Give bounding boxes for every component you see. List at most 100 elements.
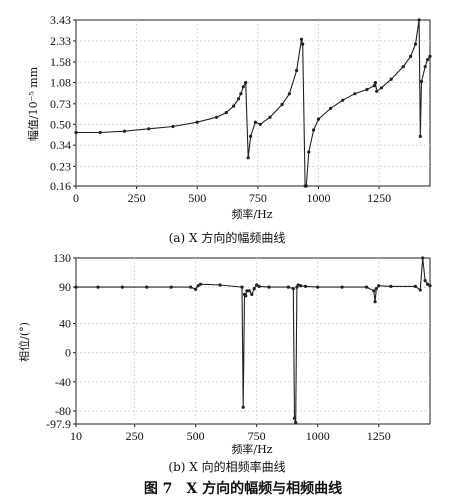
data-point-a	[409, 54, 413, 59]
data-point-b	[267, 285, 271, 289]
data-point-a	[365, 87, 369, 92]
data-point-b	[292, 416, 297, 420]
data-point-b	[120, 285, 124, 289]
data-point-b	[421, 256, 425, 260]
data-point-a	[171, 124, 175, 129]
data-point-a	[287, 92, 291, 96]
grid-a	[76, 20, 430, 186]
y-tick-label: 40	[59, 317, 71, 331]
data-point-b	[194, 287, 198, 291]
data-point-b	[316, 285, 320, 289]
data-point-a	[224, 111, 228, 115]
data-point-a	[295, 68, 299, 73]
data-point-b	[303, 284, 308, 288]
series-line-b	[76, 257, 431, 423]
data-point-b	[426, 282, 430, 286]
data-point-b	[240, 285, 244, 289]
amplitude-series	[74, 18, 432, 188]
x-tick-label: 0	[73, 191, 79, 205]
caption-b: (b) X 向的相频率曲线	[168, 459, 285, 474]
y-tick-label: -97.9	[46, 417, 71, 431]
data-point-b	[389, 284, 393, 288]
data-point-a	[413, 42, 418, 46]
data-point-b	[252, 287, 256, 291]
data-point-a	[423, 65, 427, 69]
data-point-b	[74, 285, 78, 289]
y-tick-label: 2.33	[50, 34, 71, 48]
x-tick-label: 1000	[306, 429, 330, 443]
figure-caption: 图 7 X 方向的幅频与相频曲线	[144, 480, 342, 497]
data-point-a	[419, 80, 424, 84]
data-point-b	[299, 284, 303, 288]
data-point-b	[423, 279, 427, 283]
caption-a: (a) X 方向的幅频曲线	[169, 230, 286, 245]
data-point-a	[241, 85, 245, 89]
grid-b	[76, 258, 430, 424]
amplitude-frequency-chart: 0.16 0.23 0.34 0.50 0.73 1.08 1.58 2.33 3.43 0 25…	[27, 13, 432, 245]
data-point-b	[244, 294, 248, 298]
y-tick-label: 0	[65, 346, 71, 360]
x-tick-label: 250	[126, 429, 144, 443]
data-point-b	[373, 300, 377, 304]
y-ticks-a: 0.16 0.23 0.34 0.50 0.73 1.08 1.58 2.33 3.43	[50, 13, 76, 193]
data-point-b	[294, 421, 298, 425]
data-point-a	[389, 77, 393, 81]
data-point-b	[257, 284, 261, 288]
data-point-a	[239, 92, 243, 96]
y-tick-label: -80	[55, 404, 71, 418]
data-point-b	[218, 283, 222, 287]
y-axis-label-a: 幅值/10⁻⁵ mm	[27, 66, 40, 141]
data-point-a	[98, 130, 102, 135]
y-tick-label: 1.08	[50, 76, 71, 90]
data-point-b	[189, 285, 193, 289]
y-tick-label: 3.43	[50, 13, 71, 27]
y-tick-label: -40	[55, 375, 71, 389]
y-tick-label: 0.50	[50, 117, 71, 131]
data-point-b	[247, 289, 251, 293]
x-tick-label: 1250	[367, 429, 391, 443]
plot-frame-a	[75, 19, 431, 187]
data-point-b	[364, 285, 369, 289]
data-point-a	[316, 117, 321, 121]
data-point-a	[253, 120, 257, 124]
data-point-a	[74, 130, 78, 135]
data-point-a	[418, 134, 422, 138]
series-line-a	[76, 19, 431, 187]
data-point-a	[428, 54, 432, 59]
data-point-a	[304, 184, 308, 188]
data-point-b	[413, 284, 417, 288]
y-tick-label: 0.34	[50, 138, 71, 152]
y-tick-label: 0.23	[50, 159, 71, 173]
data-point-a	[258, 122, 262, 126]
data-point-b	[291, 287, 295, 291]
y-tick-label: 0.16	[50, 179, 71, 193]
data-point-b	[198, 282, 203, 286]
x-ticks-b: 10 250 500 750 1000 1250	[70, 424, 391, 443]
data-point-b	[145, 285, 149, 289]
data-point-a	[299, 37, 304, 41]
data-point-b	[255, 283, 259, 287]
data-point-a	[195, 120, 199, 124]
data-point-a	[280, 102, 284, 107]
x-tick-label: 500	[187, 429, 205, 443]
data-point-a	[417, 18, 421, 22]
data-point-b	[374, 287, 378, 291]
data-point-a	[375, 89, 379, 93]
data-point-a	[215, 115, 219, 119]
data-point-b	[418, 288, 422, 292]
data-point-b	[169, 285, 173, 289]
data-point-a	[373, 81, 377, 85]
data-point-a	[312, 128, 316, 132]
y-tick-label: 0.73	[50, 97, 71, 111]
data-point-a	[147, 127, 151, 131]
y-axis-label-b: 相位/(°)	[17, 322, 31, 362]
y-ticks-b: -97.9-80 -40 0 40 90 130	[46, 251, 76, 431]
x-axis-label-a: 频率/Hz	[231, 207, 272, 221]
data-point-b	[296, 283, 300, 287]
data-point-b	[250, 292, 254, 296]
data-point-a	[236, 97, 241, 101]
data-point-a	[249, 134, 253, 138]
x-tick-label: 750	[248, 429, 266, 443]
